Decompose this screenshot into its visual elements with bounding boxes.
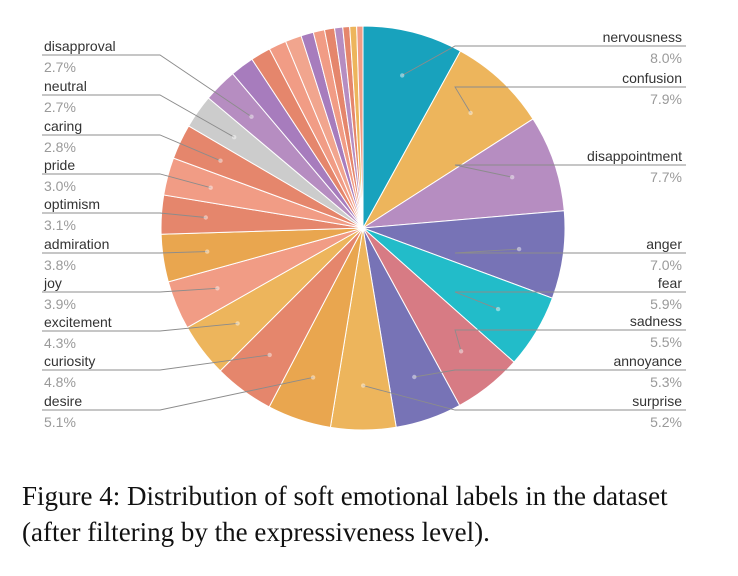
pie-slice-disappointment <box>362 118 565 229</box>
slice-value-optimism: 3.1% <box>44 217 76 233</box>
slice-value-pride: 3.0% <box>44 178 76 194</box>
slice-label-surprise: surprise <box>632 393 682 409</box>
slice-value-caring: 2.8% <box>44 139 76 155</box>
pie-slices <box>160 25 566 431</box>
leader-line-joy <box>42 287 218 293</box>
leader-dot-disappointment <box>510 175 515 180</box>
slice-value-annoyance: 5.3% <box>650 374 682 390</box>
leader-line-disapproval <box>42 54 252 118</box>
slice-value-nervousness: 8.0% <box>650 50 682 66</box>
leader-dot-anger <box>516 246 522 252</box>
pie-slice-nervousness <box>362 25 462 229</box>
leader-line-anger <box>454 248 686 254</box>
leader-dot-nervousness <box>400 73 405 78</box>
slice-labels: nervousness 8.0% confusion 7.9% disappointme… <box>43 29 682 430</box>
leader-dot-caring <box>218 158 223 163</box>
slice-label-fear: fear <box>658 275 682 291</box>
leader-line-surprise <box>363 385 686 411</box>
leader-dot-neutral <box>232 135 237 140</box>
slice-label-desire: desire <box>44 393 82 409</box>
slice-label-annoyance: annoyance <box>613 353 682 369</box>
slice-value-sadness: 5.5% <box>650 334 682 350</box>
leader-line-sadness <box>454 329 686 352</box>
slice-value-anger: 7.0% <box>650 257 682 273</box>
leader-lines <box>42 45 686 411</box>
slice-value-disapproval: 2.7% <box>44 59 76 75</box>
leader-line-confusion <box>454 86 686 114</box>
figure-caption: Figure 4: Distribution of soft emotional… <box>22 481 668 547</box>
slice-label-admiration: admiration <box>44 236 109 252</box>
leader-dot-surprise <box>361 383 366 388</box>
slice-value-excitement: 4.3% <box>44 335 76 351</box>
leader-line-pride <box>42 173 211 189</box>
leader-line-curiosity <box>42 354 270 371</box>
leader-dot-curiosity <box>267 352 272 358</box>
leader-line-caring <box>42 134 221 162</box>
leader-line-admiration <box>42 251 208 254</box>
slice-label-disappointment: disappointment <box>587 148 682 164</box>
leader-dot-pride <box>208 185 213 190</box>
slice-value-admiration: 3.8% <box>44 257 76 273</box>
leader-dot-optimism <box>203 215 208 220</box>
leader-line-fear <box>454 291 686 310</box>
slice-value-curiosity: 4.8% <box>44 374 76 390</box>
slice-label-disapproval: disapproval <box>44 38 116 54</box>
slice-label-curiosity: curiosity <box>44 353 95 369</box>
pie-slice-confusion <box>362 50 534 229</box>
leader-line-nervousness <box>401 45 686 76</box>
leader-dot-joy <box>215 286 220 291</box>
leader-line-excitement <box>42 322 238 332</box>
slice-label-caring: caring <box>44 118 82 134</box>
slice-label-anger: anger <box>646 236 682 252</box>
leader-dot-admiration <box>205 249 210 254</box>
leader-line-disappointment <box>454 164 686 178</box>
slice-label-pride: pride <box>44 157 75 173</box>
leader-line-optimism <box>42 212 206 218</box>
slice-value-joy: 3.9% <box>44 296 76 312</box>
leader-line-neutral <box>42 94 235 138</box>
slice-value-fear: 5.9% <box>650 296 682 312</box>
leader-line-annoyance <box>414 369 686 378</box>
slice-value-disappointment: 7.7% <box>650 169 682 185</box>
pie-chart: nervousness 8.0% confusion 7.9% disappointme… <box>42 25 686 431</box>
leader-dot-annoyance <box>412 374 417 380</box>
slice-value-neutral: 2.7% <box>44 99 76 115</box>
leader-dot-sadness <box>458 349 464 354</box>
slice-label-sadness: sadness <box>630 313 682 329</box>
leader-dot-desire <box>310 375 316 380</box>
slice-label-joy: joy <box>43 275 62 291</box>
slice-label-confusion: confusion <box>622 70 682 86</box>
slice-value-confusion: 7.9% <box>650 91 682 107</box>
pie-slice-minor-11 <box>356 25 364 229</box>
leader-line-desire <box>42 376 314 411</box>
slice-label-nervousness: nervousness <box>603 29 682 45</box>
leader-dot-excitement <box>235 321 240 326</box>
slice-label-optimism: optimism <box>44 196 100 212</box>
leader-dot-disapproval <box>249 114 254 119</box>
leader-dot-fear <box>495 306 501 312</box>
leader-dot-confusion <box>468 110 473 116</box>
slice-label-neutral: neutral <box>44 78 87 94</box>
slice-value-desire: 5.1% <box>44 414 76 430</box>
slice-label-excitement: excitement <box>44 314 112 330</box>
slice-value-surprise: 5.2% <box>650 414 682 430</box>
